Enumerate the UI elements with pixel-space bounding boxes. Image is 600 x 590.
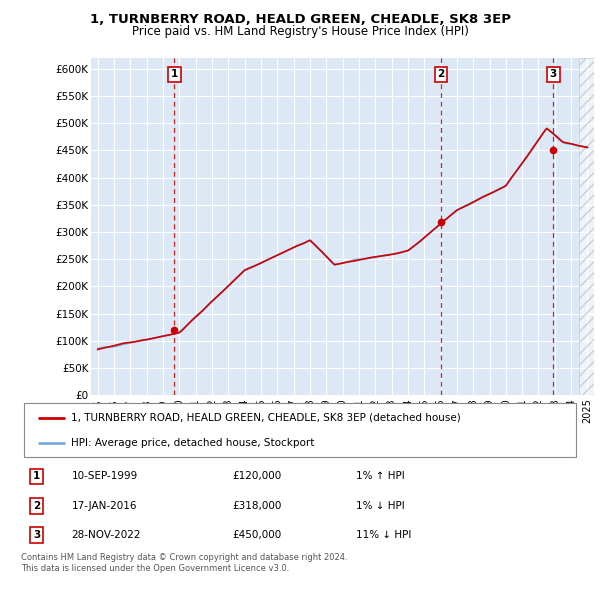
Text: 1: 1	[33, 471, 40, 481]
Text: 1, TURNBERRY ROAD, HEALD GREEN, CHEADLE, SK8 3EP (detached house): 1, TURNBERRY ROAD, HEALD GREEN, CHEADLE,…	[71, 412, 461, 422]
Text: Contains HM Land Registry data © Crown copyright and database right 2024.: Contains HM Land Registry data © Crown c…	[21, 553, 347, 562]
Text: 1, TURNBERRY ROAD, HEALD GREEN, CHEADLE, SK8 3EP: 1, TURNBERRY ROAD, HEALD GREEN, CHEADLE,…	[89, 13, 511, 26]
Text: 3: 3	[550, 69, 557, 79]
Text: 1% ↓ HPI: 1% ↓ HPI	[356, 501, 405, 510]
Polygon shape	[580, 58, 594, 395]
Text: 11% ↓ HPI: 11% ↓ HPI	[356, 530, 412, 540]
Text: 17-JAN-2016: 17-JAN-2016	[71, 501, 137, 510]
Text: 1: 1	[171, 69, 178, 79]
Text: HPI: Average price, detached house, Stockport: HPI: Average price, detached house, Stoc…	[71, 438, 314, 448]
Text: Price paid vs. HM Land Registry's House Price Index (HPI): Price paid vs. HM Land Registry's House …	[131, 25, 469, 38]
Text: £450,000: £450,000	[232, 530, 281, 540]
Text: £120,000: £120,000	[232, 471, 281, 481]
Text: 2: 2	[33, 501, 40, 510]
Text: 28-NOV-2022: 28-NOV-2022	[71, 530, 141, 540]
Text: £318,000: £318,000	[232, 501, 281, 510]
Text: 10-SEP-1999: 10-SEP-1999	[71, 471, 138, 481]
Text: 3: 3	[33, 530, 40, 540]
Text: 1% ↑ HPI: 1% ↑ HPI	[356, 471, 405, 481]
Text: This data is licensed under the Open Government Licence v3.0.: This data is licensed under the Open Gov…	[21, 564, 289, 573]
Text: 2: 2	[437, 69, 445, 79]
